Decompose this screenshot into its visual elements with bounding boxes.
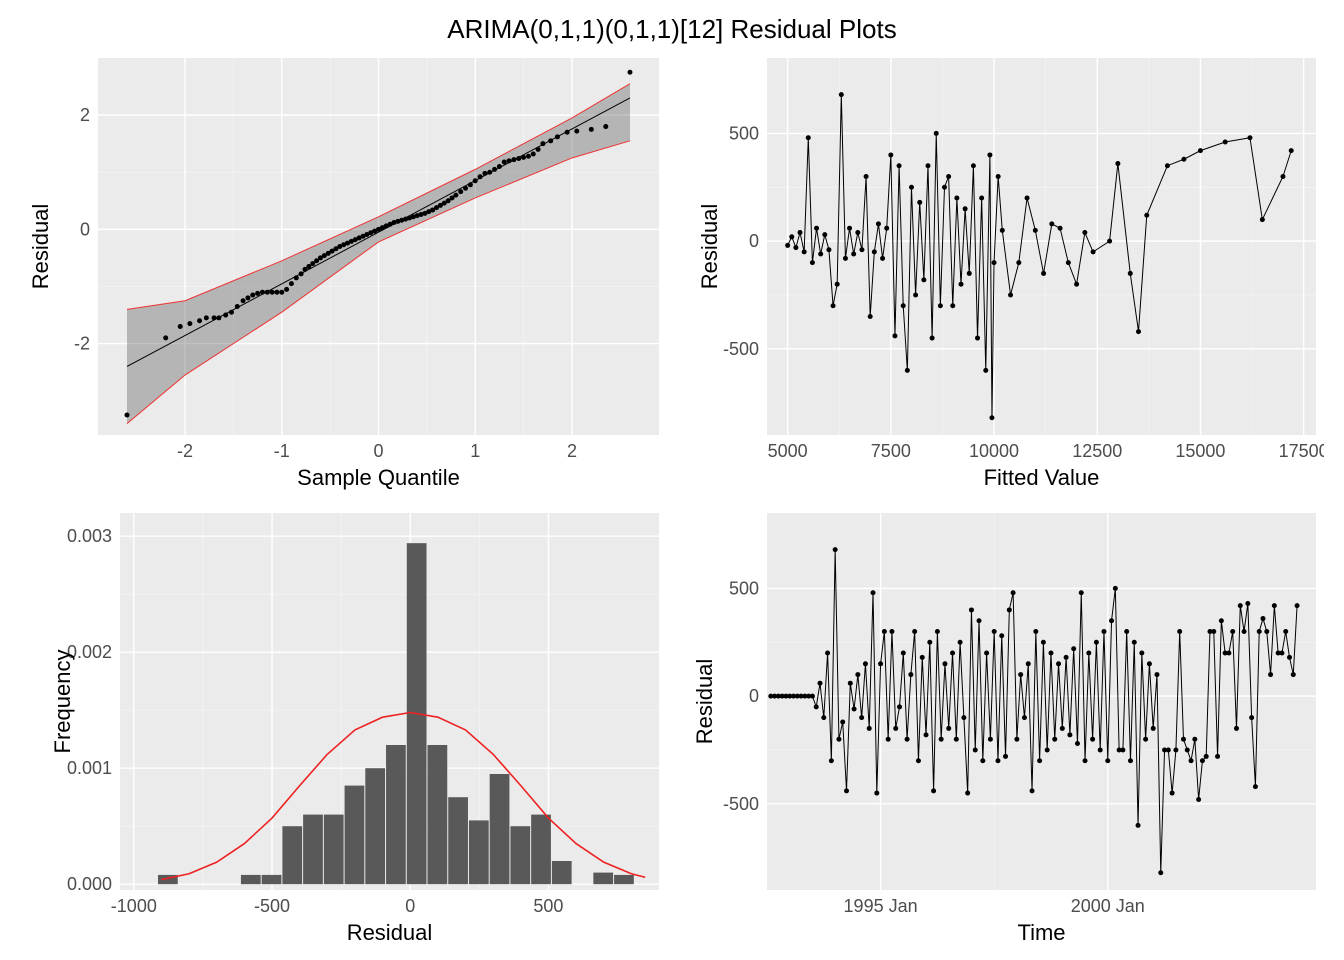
svg-text:Residual: Residual [347, 920, 433, 945]
panel-grid: -2-1012-202Sample QuantileResidual 50007… [20, 50, 1324, 950]
svg-text:-500: -500 [723, 339, 759, 359]
svg-text:Residual: Residual [697, 204, 722, 290]
time-panel: -500 0 500 1995 Jan 2000 Jan Time Residual [677, 505, 1324, 950]
svg-text:0: 0 [749, 231, 759, 251]
fitted-panel: 5000 7500 10000 12500 15000 17500 -500 0 500 Fitt… [677, 50, 1324, 495]
svg-text:15000: 15000 [1175, 441, 1225, 461]
svg-text:Frequency: Frequency [50, 650, 75, 754]
svg-text:2: 2 [567, 441, 577, 461]
svg-text:Fitted Value: Fitted Value [984, 465, 1100, 490]
svg-text:10000: 10000 [969, 441, 1019, 461]
svg-text:500: 500 [729, 578, 759, 598]
svg-text:-2: -2 [74, 334, 90, 354]
svg-text:Sample Quantile: Sample Quantile [297, 465, 460, 490]
svg-text:500: 500 [533, 896, 563, 916]
svg-text:500: 500 [729, 123, 759, 143]
svg-text:-500: -500 [723, 794, 759, 814]
svg-text:5000: 5000 [768, 441, 808, 461]
svg-text:17500: 17500 [1279, 441, 1324, 461]
svg-text:-1: -1 [274, 441, 290, 461]
svg-text:-1000: -1000 [111, 896, 157, 916]
svg-text:Residual: Residual [28, 204, 53, 290]
qq-panel: -2 -1 0 1 2 -2 0 2 Sample Quantile Residual [20, 50, 667, 495]
svg-text:Residual: Residual [692, 659, 717, 745]
svg-text:7500: 7500 [871, 441, 911, 461]
svg-text:0.000: 0.000 [67, 874, 112, 894]
svg-text:0: 0 [80, 219, 90, 239]
svg-text:1995 Jan: 1995 Jan [844, 896, 918, 916]
svg-text:2: 2 [80, 105, 90, 125]
svg-text:0: 0 [749, 686, 759, 706]
hist-panel: -1000-50005000.0000.0010.0020.003Residua… [20, 505, 667, 950]
svg-text:0.001: 0.001 [67, 758, 112, 778]
svg-text:0.003: 0.003 [67, 526, 112, 546]
svg-text:-500: -500 [254, 896, 290, 916]
svg-text:12500: 12500 [1072, 441, 1122, 461]
svg-text:2000 Jan: 2000 Jan [1071, 896, 1145, 916]
svg-text:0: 0 [373, 441, 383, 461]
svg-text:-2: -2 [177, 441, 193, 461]
svg-text:Time: Time [1017, 920, 1065, 945]
svg-text:0: 0 [405, 896, 415, 916]
svg-text:1: 1 [470, 441, 480, 461]
main-title: ARIMA(0,1,1)(0,1,1)[12] Residual Plots [0, 0, 1344, 51]
